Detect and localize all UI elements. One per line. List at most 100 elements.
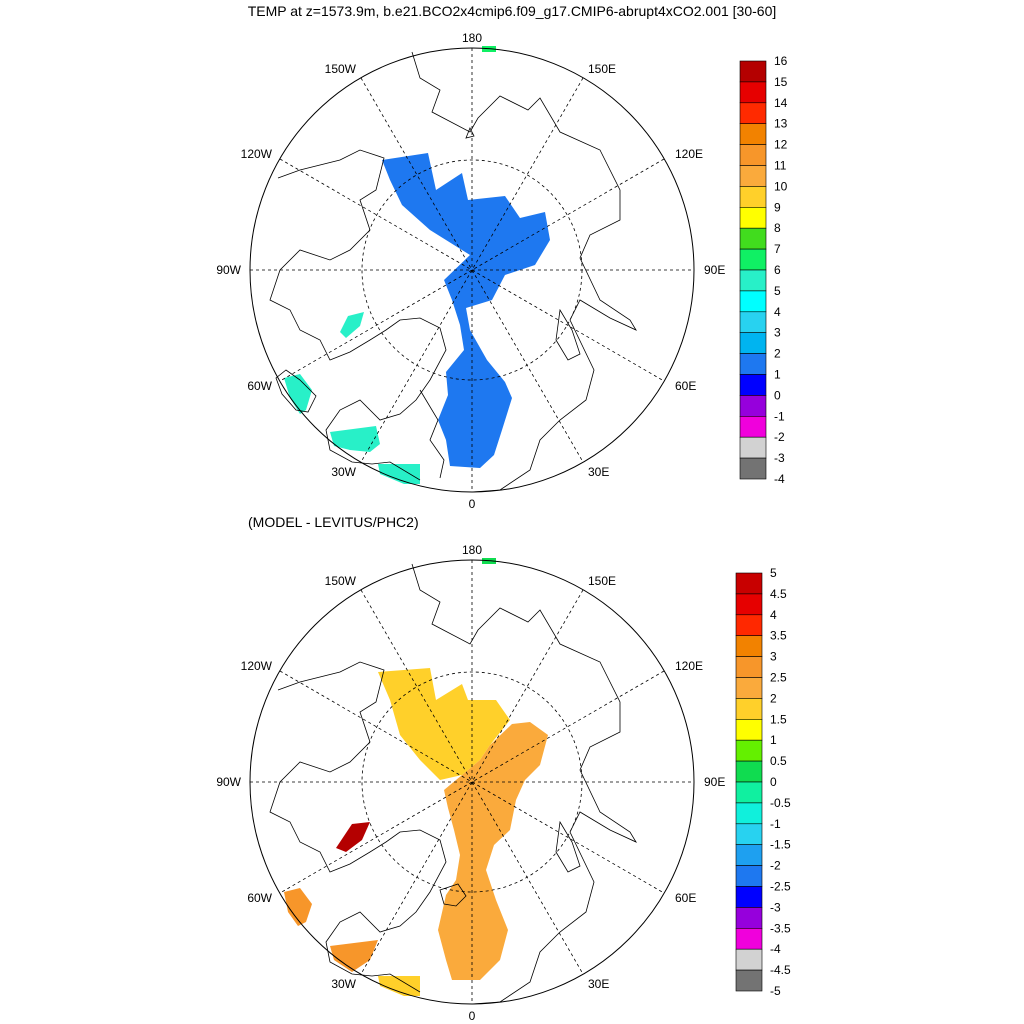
top-colorbar-label: 13 — [774, 117, 788, 131]
top-colorbar-label: -4 — [774, 472, 785, 486]
top-colorbar-swatch — [739, 165, 767, 187]
bottom-colorbar-swatch — [735, 593, 763, 616]
bottom-colorbar-label: 0 — [770, 775, 777, 789]
top-colorbar-label: 16 — [774, 54, 788, 68]
bottom-colorbar-swatch — [735, 865, 763, 887]
bottom-red-patch — [336, 822, 370, 852]
top-label-120w: 120W — [241, 147, 273, 161]
top-colorbar-swatch — [739, 123, 767, 145]
top-colorbar-label: -1 — [774, 409, 785, 423]
bottom-polar-map: 180 0 90W 90E 150W 120W 150E 120E 60W 30… — [216, 543, 725, 1023]
bottom-label-30w: 30W — [331, 977, 356, 991]
top-map-boundary — [249, 47, 695, 493]
top-aqua-patch-1 — [340, 312, 364, 338]
top-main-warm-field — [382, 153, 550, 468]
top-aqua-patch-2 — [284, 374, 312, 414]
bottom-colorbar-label: -2 — [770, 859, 781, 873]
bottom-map-boundary — [249, 559, 695, 1005]
top-colorbar-label: 5 — [774, 284, 781, 298]
bottom-label-60e: 60E — [675, 891, 696, 905]
bottom-colorbar-label: -1.5 — [770, 838, 791, 852]
top-colorbar-swatch — [739, 144, 767, 166]
bottom-colorbar-label: -3.5 — [770, 921, 791, 935]
top-colorbar-label: 9 — [774, 200, 781, 214]
top-colorbar-label: 8 — [774, 221, 781, 235]
top-colorbar-swatch — [739, 227, 767, 250]
top-label-90e: 90E — [704, 263, 725, 277]
bottom-colorbar-label: -4 — [770, 942, 781, 956]
top-colorbar-swatch — [739, 207, 767, 229]
bottom-orange-field — [438, 722, 548, 980]
bottom-label-90w: 90W — [216, 775, 241, 789]
top-colorbar-swatch — [739, 248, 767, 271]
top-colorbar-swatch — [739, 353, 767, 375]
top-label-30w: 30W — [331, 465, 356, 479]
bottom-colorbar-swatch — [735, 823, 763, 845]
bottom-label-180: 180 — [462, 543, 482, 557]
top-colorbar-label: 12 — [774, 138, 788, 152]
bottom-orange-patch-sw — [330, 940, 378, 972]
bottom-label-60w: 60W — [247, 891, 272, 905]
bottom-colorbar-label: 1 — [770, 733, 777, 747]
top-label-150w: 150W — [325, 62, 357, 76]
bottom-graticule — [250, 560, 694, 1004]
top-polar-map: 180 0 90W 90E 150W 120W 150E 120E 60W 30… — [216, 31, 725, 511]
bottom-coastlines — [269, 563, 638, 1005]
bottom-colorbar-swatch — [735, 718, 763, 741]
bottom-colorbar-label: 3.5 — [770, 629, 787, 643]
top-temperature-field — [284, 46, 550, 484]
bottom-colorbar-swatch — [735, 614, 763, 636]
bottom-colorbar-swatch — [735, 698, 763, 720]
bottom-colorbar-label: 2 — [770, 691, 777, 705]
bottom-colorbar-swatch — [735, 677, 763, 699]
top-colorbar-swatch — [739, 332, 767, 354]
bottom-colorbar-swatch — [735, 844, 763, 866]
bottom-colorbar-swatch — [735, 969, 763, 992]
top-colorbar-label: -3 — [774, 451, 785, 465]
top-colorbar-swatch — [739, 436, 767, 459]
bottom-colorbar-swatch — [735, 802, 763, 825]
bottom-colorbar-swatch — [735, 635, 763, 657]
top-colorbar-label: 11 — [774, 159, 787, 173]
top-colorbar-label: -2 — [774, 430, 785, 444]
bottom-colorbar-swatch — [735, 927, 763, 950]
bottom-colorbar-label: 1.5 — [770, 712, 787, 726]
bottom-colorbar-label: 4 — [770, 608, 777, 622]
bottom-colorbar: 5 4.5 4 3.5 3 2.5 2 1.5 1 0.5 0 -0.5 -1 -1.5 -2 -2.5 -3 -… — [735, 566, 791, 998]
bottom-colorbar-label: -1 — [770, 817, 781, 831]
top-label-60e: 60E — [675, 379, 696, 393]
top-label-30e: 30E — [588, 465, 609, 479]
top-colorbar-label: 15 — [774, 75, 788, 89]
bottom-colorbar-label: 2.5 — [770, 671, 787, 685]
figure-title: TEMP at z=1573.9m, b.e21.BCO2x4cmip6.f09… — [247, 3, 777, 19]
bottom-label-120w: 120W — [241, 659, 273, 673]
top-label-180: 180 — [462, 31, 482, 45]
top-colorbar-swatch — [739, 269, 767, 292]
top-graticule — [250, 48, 694, 492]
bottom-colorbar-label: -0.5 — [770, 796, 791, 810]
top-label-60w: 60W — [247, 379, 272, 393]
top-colorbar-label: 2 — [774, 347, 781, 361]
bottom-orange-patch-west — [284, 888, 312, 926]
bottom-difference-field — [284, 558, 548, 996]
top-colorbar-label: 4 — [774, 305, 781, 319]
top-colorbar-swatch — [739, 102, 767, 125]
bottom-label-30e: 30E — [588, 977, 609, 991]
top-label-150e: 150E — [588, 62, 616, 76]
bottom-colorbar-label: 5 — [770, 566, 777, 580]
difference-subtitle: (MODEL - LEVITUS/PHC2) — [248, 514, 419, 530]
top-colorbar-swatch — [739, 374, 767, 396]
top-aqua-patch-3 — [330, 426, 380, 452]
top-colorbar-label: 3 — [774, 326, 781, 340]
top-colorbar-swatch — [739, 60, 767, 83]
bottom-colorbar-label: 3 — [770, 650, 777, 664]
bottom-colorbar-swatch — [735, 886, 763, 908]
top-colorbar-label: 0 — [774, 388, 781, 402]
bottom-label-120e: 120E — [675, 659, 703, 673]
top-aqua-patch-4 — [378, 464, 420, 484]
top-colorbar-swatch — [739, 457, 767, 480]
top-colorbar-swatch — [739, 311, 767, 333]
bottom-colorbar-swatch — [735, 907, 763, 929]
